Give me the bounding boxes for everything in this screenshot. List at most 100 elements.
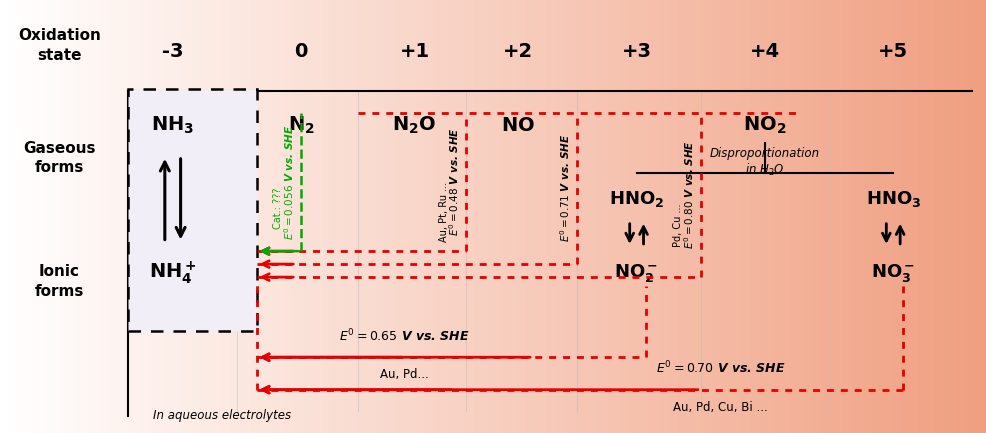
Bar bbox=[431, 0, 434, 433]
Bar bbox=[217, 0, 220, 433]
Bar bbox=[36, 0, 39, 433]
Bar bbox=[779, 0, 782, 433]
Bar bbox=[411, 0, 414, 433]
Bar bbox=[460, 0, 463, 433]
Bar bbox=[562, 0, 565, 433]
Bar bbox=[634, 0, 638, 433]
Bar bbox=[480, 0, 483, 433]
Bar bbox=[385, 0, 387, 433]
Bar bbox=[875, 0, 878, 433]
Text: +4: +4 bbox=[749, 42, 779, 61]
Bar bbox=[707, 0, 710, 433]
Bar bbox=[907, 0, 910, 433]
Bar bbox=[177, 0, 180, 433]
Bar bbox=[382, 0, 385, 433]
Bar bbox=[582, 0, 585, 433]
Bar bbox=[624, 0, 628, 433]
Bar bbox=[871, 0, 875, 433]
Bar bbox=[483, 0, 486, 433]
Bar bbox=[740, 0, 742, 433]
Bar bbox=[454, 0, 457, 433]
Bar bbox=[237, 0, 240, 433]
Bar bbox=[306, 0, 309, 433]
Bar bbox=[651, 0, 654, 433]
Bar bbox=[956, 0, 959, 433]
Bar bbox=[697, 0, 700, 433]
Bar bbox=[451, 0, 454, 433]
Bar bbox=[880, 0, 884, 433]
Bar bbox=[792, 0, 796, 433]
Bar bbox=[240, 0, 244, 433]
Bar bbox=[175, 0, 177, 433]
Bar bbox=[10, 0, 13, 433]
Bar bbox=[79, 0, 82, 433]
Bar bbox=[631, 0, 634, 433]
Bar bbox=[693, 0, 697, 433]
Bar bbox=[944, 0, 947, 433]
Bar bbox=[313, 0, 316, 433]
Bar bbox=[858, 0, 861, 433]
Bar bbox=[249, 0, 253, 433]
Text: Gaseous
forms: Gaseous forms bbox=[23, 141, 96, 175]
Bar bbox=[890, 0, 894, 433]
Text: $\mathbf{NO}$: $\mathbf{NO}$ bbox=[501, 116, 534, 135]
Bar bbox=[841, 0, 845, 433]
Text: $\mathbf{NH_3}$: $\mathbf{NH_3}$ bbox=[151, 115, 194, 136]
Bar bbox=[490, 0, 493, 433]
Bar bbox=[930, 0, 934, 433]
Bar bbox=[621, 0, 624, 433]
Bar bbox=[733, 0, 737, 433]
Bar bbox=[595, 0, 599, 433]
Bar bbox=[318, 0, 322, 433]
Bar bbox=[601, 0, 604, 433]
Text: $\mathbf{HNO_3}$: $\mathbf{HNO_3}$ bbox=[865, 189, 920, 209]
Bar bbox=[82, 0, 86, 433]
Bar bbox=[838, 0, 841, 433]
Bar bbox=[953, 0, 956, 433]
Bar bbox=[789, 0, 792, 433]
Bar bbox=[473, 0, 476, 433]
Bar bbox=[529, 0, 532, 433]
Bar bbox=[17, 0, 20, 433]
Bar bbox=[749, 0, 752, 433]
Bar bbox=[204, 0, 207, 433]
Bar bbox=[821, 0, 825, 433]
Bar bbox=[263, 0, 266, 433]
Bar bbox=[404, 0, 407, 433]
Bar bbox=[42, 0, 46, 433]
Bar bbox=[914, 0, 917, 433]
Bar bbox=[138, 0, 141, 433]
Bar bbox=[194, 0, 197, 433]
Bar bbox=[950, 0, 953, 433]
Bar bbox=[234, 0, 237, 433]
Bar bbox=[825, 0, 828, 433]
Bar bbox=[878, 0, 880, 433]
Bar bbox=[579, 0, 582, 433]
Bar bbox=[644, 0, 648, 433]
Bar bbox=[811, 0, 815, 433]
Bar bbox=[670, 0, 673, 433]
Bar bbox=[197, 0, 200, 433]
Bar bbox=[52, 0, 56, 433]
Bar bbox=[897, 0, 900, 433]
Bar bbox=[710, 0, 713, 433]
Bar bbox=[296, 0, 299, 433]
Bar bbox=[92, 0, 96, 433]
Text: $E^0 = 0.71$ V vs. SHE: $E^0 = 0.71$ V vs. SHE bbox=[558, 134, 572, 242]
Bar bbox=[145, 0, 148, 433]
Bar bbox=[325, 0, 328, 433]
Bar bbox=[690, 0, 693, 433]
Bar bbox=[575, 0, 579, 433]
Bar bbox=[358, 0, 362, 433]
Bar bbox=[470, 0, 473, 433]
Bar bbox=[227, 0, 230, 433]
Bar bbox=[441, 0, 444, 433]
Bar bbox=[476, 0, 480, 433]
Bar bbox=[316, 0, 318, 433]
Bar bbox=[599, 0, 601, 433]
Bar bbox=[421, 0, 424, 433]
Bar bbox=[542, 0, 545, 433]
Bar bbox=[96, 0, 99, 433]
Bar bbox=[131, 0, 135, 433]
Bar bbox=[299, 0, 303, 433]
